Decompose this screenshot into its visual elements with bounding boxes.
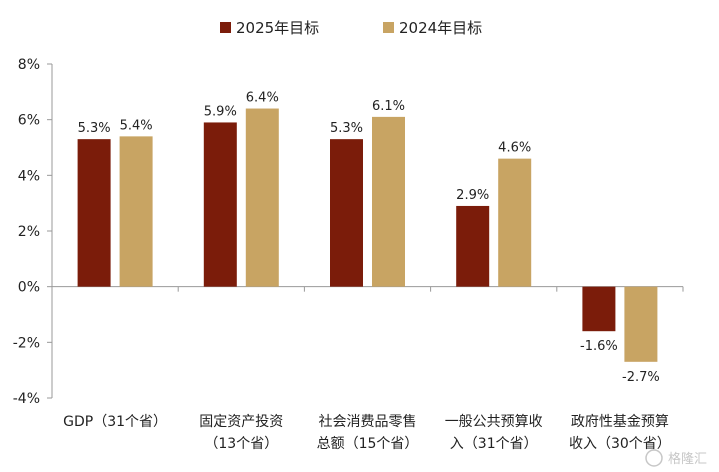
y-tick-label: 2% — [18, 224, 40, 240]
bar — [582, 286, 616, 332]
y-tick-label: -2% — [13, 335, 40, 351]
category-label: 一般公共预算收 — [445, 414, 543, 430]
bar — [456, 205, 490, 287]
data-label: 4.6% — [498, 141, 531, 156]
bar — [203, 122, 237, 287]
category-label: 收入（30个省） — [569, 436, 671, 452]
bars — [77, 108, 658, 362]
bar — [119, 136, 153, 287]
y-tick-label: 8% — [18, 57, 40, 73]
y-tick-label: 4% — [18, 168, 40, 184]
watermark-text: 格隆汇 — [668, 451, 707, 467]
category-label: GDP（31个省） — [63, 414, 167, 430]
bar — [330, 139, 363, 287]
legend-label: 2025年目标 — [236, 19, 319, 37]
data-label: -1.6% — [580, 339, 618, 354]
data-label: 6.1% — [372, 99, 405, 114]
watermark: 格隆汇 — [645, 449, 707, 467]
y-tick-label: -4% — [13, 391, 40, 407]
category-label: 社会消费品零售 — [319, 414, 417, 430]
watermark-logo-icon — [645, 449, 663, 467]
legend-label: 2024年目标 — [399, 19, 482, 37]
data-label: 5.3% — [330, 121, 363, 136]
data-label: 5.3% — [78, 121, 111, 136]
y-tick-label: 0% — [18, 280, 40, 296]
category-label: （13个省） — [204, 436, 278, 452]
data-label: 5.9% — [204, 104, 237, 119]
bar — [77, 139, 111, 287]
legend-swatch — [383, 22, 394, 33]
axes: 8% 6% 4% 2% 0% -2% -4% — [13, 57, 684, 407]
bar — [372, 116, 405, 287]
legend-swatch — [220, 22, 231, 33]
y-tick-label: 6% — [18, 113, 40, 129]
category-label: 固定资产投资 — [199, 414, 283, 430]
data-label: -2.7% — [622, 370, 660, 385]
data-label: 5.4% — [120, 118, 153, 133]
bar — [624, 286, 658, 362]
bar — [498, 158, 532, 287]
category-label: 入（31个省） — [450, 436, 538, 452]
legend: 2025年目标 2024年目标 — [220, 19, 482, 37]
data-labels: 5.3% 5.4% 5.9% 6.4% 5.3% 6.1% 2.9% 4.6% -1.6% -2.… — [78, 91, 660, 385]
data-label: 6.4% — [246, 91, 279, 106]
category-label: 总额（15个省） — [317, 436, 419, 452]
bar — [245, 108, 279, 287]
category-label: 政府性基金预算 — [571, 413, 669, 430]
data-label: 2.9% — [456, 188, 489, 203]
